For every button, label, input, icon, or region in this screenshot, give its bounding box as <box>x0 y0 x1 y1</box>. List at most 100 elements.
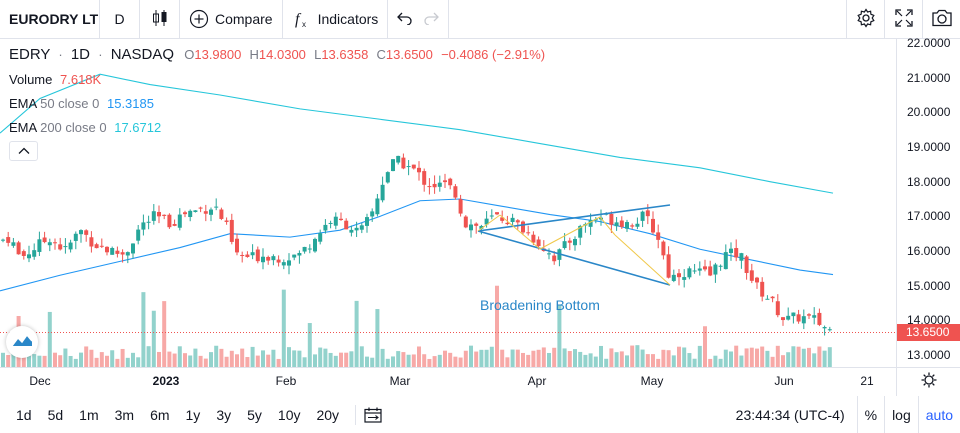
candle-body <box>391 159 395 172</box>
volume-bar <box>588 353 593 367</box>
volume-bar <box>609 348 614 367</box>
candle-body <box>157 211 161 217</box>
pattern-line <box>599 216 616 236</box>
volume-bar <box>162 301 167 367</box>
camera-icon <box>931 9 953 30</box>
volume-bar <box>224 356 229 367</box>
candle-body <box>47 242 52 246</box>
snapshot-button[interactable] <box>922 0 960 38</box>
legend-ema50[interactable]: EMA 50 close 0 15.3185 <box>9 96 154 111</box>
pattern-label[interactable]: Broadening Bottom <box>480 297 600 313</box>
candle-body <box>526 232 531 234</box>
range-button-5d[interactable]: 5d <box>47 406 64 423</box>
price-tick: 19.0000 <box>907 140 951 154</box>
range-button-3m[interactable]: 3m <box>114 406 135 423</box>
auto-toggle[interactable]: auto <box>917 396 960 433</box>
ema50-line <box>0 198 834 292</box>
axis-settings-button[interactable] <box>896 368 960 396</box>
candle-body <box>131 243 135 254</box>
resolution-button[interactable]: D <box>100 0 140 38</box>
volume-bar <box>6 355 11 367</box>
candle-body <box>235 238 239 253</box>
candle-body <box>365 217 369 226</box>
volume-bar <box>625 355 629 367</box>
volume-value: 7.618K <box>60 72 102 87</box>
volume-bar <box>734 345 739 367</box>
range-button-6m[interactable]: 6m <box>150 406 170 423</box>
chart-type-button[interactable] <box>140 0 180 38</box>
legend-ema200[interactable]: EMA 200 close 0 17.6712 <box>9 120 161 135</box>
symbol-search[interactable]: EURODRY LT <box>0 0 100 38</box>
candle-body <box>739 253 744 261</box>
volume-bar <box>380 348 385 367</box>
volume-bar <box>713 355 718 367</box>
candle-body <box>276 259 281 263</box>
volume-bar <box>99 352 104 367</box>
ema200-label: EMA <box>9 120 37 135</box>
candle-body <box>479 225 484 229</box>
volume-bar <box>817 346 822 367</box>
clock[interactable]: 23:44:34 (UTC-4) <box>735 406 845 423</box>
price-tick: 15.0000 <box>907 278 951 293</box>
candle-body <box>734 248 739 258</box>
candle-body <box>562 241 567 249</box>
candle-body <box>406 166 411 168</box>
volume-bar <box>354 300 359 367</box>
candle-body <box>162 214 167 216</box>
close-value: 13.6500 <box>385 47 433 62</box>
percent-toggle[interactable]: % <box>856 396 884 433</box>
candle-body <box>344 220 349 230</box>
compare-button[interactable]: Compare <box>180 0 283 38</box>
settings-button[interactable] <box>846 0 884 38</box>
volume-bar <box>183 353 187 367</box>
candle-body <box>370 211 375 217</box>
volume-bar <box>141 292 146 367</box>
price-chart[interactable] <box>0 39 896 367</box>
price-axis[interactable]: 22.0000 21.0000 20.0000 19.0000 18.0000 17.00… <box>896 36 960 367</box>
range-button-1m[interactable]: 1m <box>79 406 99 423</box>
candle-body <box>380 184 385 201</box>
range-button-1d[interactable]: 1d <box>16 406 32 423</box>
date-range-icon[interactable] <box>364 407 382 423</box>
legend-volume[interactable]: Volume 7.618K <box>9 72 101 87</box>
volume-bar <box>287 347 291 367</box>
range-button-1y[interactable]: 1y <box>185 406 201 423</box>
range-button-20y[interactable]: 20y <box>316 406 340 423</box>
volume-bar <box>370 357 375 367</box>
volume-bar <box>604 358 609 367</box>
candle-body <box>552 255 557 262</box>
legend-collapse-button[interactable] <box>9 141 38 161</box>
candle-body <box>635 223 640 227</box>
candle-body <box>443 180 447 183</box>
candle-body <box>827 329 832 331</box>
volume-bar <box>505 357 510 367</box>
range-button-3y[interactable]: 3y <box>216 406 232 423</box>
volume-bar <box>255 355 260 367</box>
tradingview-logo[interactable] <box>6 326 38 358</box>
candle-body <box>578 225 583 238</box>
volume-bar <box>692 358 697 367</box>
candle-body <box>297 252 302 256</box>
fullscreen-button[interactable] <box>884 0 922 38</box>
change-value: −0.4086 (−2.91%) <box>441 47 546 62</box>
logo-icon <box>11 332 33 353</box>
volume-bar <box>448 352 453 367</box>
undo-icon[interactable] <box>397 11 413 28</box>
time-axis[interactable]: Dec 2023 Feb Mar Apr May Jun 21 <box>0 367 960 396</box>
price-tick: 16.0000 <box>907 244 951 258</box>
range-buttons: 1d 5d 1m 3m 6m 1y 3y 5y 10y 20y <box>0 401 347 429</box>
volume-bar <box>276 358 281 367</box>
legend-ticker[interactable]: EDRY <box>9 46 51 63</box>
broadening-bottom-pattern[interactable] <box>477 204 671 286</box>
redo-icon[interactable] <box>423 11 440 28</box>
candle-body <box>474 223 479 226</box>
ema200-params: 200 close 0 <box>40 120 107 135</box>
volume-bar <box>32 354 37 367</box>
volume-bar <box>94 357 99 367</box>
candle-body <box>172 224 177 226</box>
range-button-5y[interactable]: 5y <box>247 406 262 423</box>
log-toggle[interactable]: log <box>884 396 918 433</box>
range-button-10y[interactable]: 10y <box>277 406 301 423</box>
volume-bar <box>73 358 78 367</box>
